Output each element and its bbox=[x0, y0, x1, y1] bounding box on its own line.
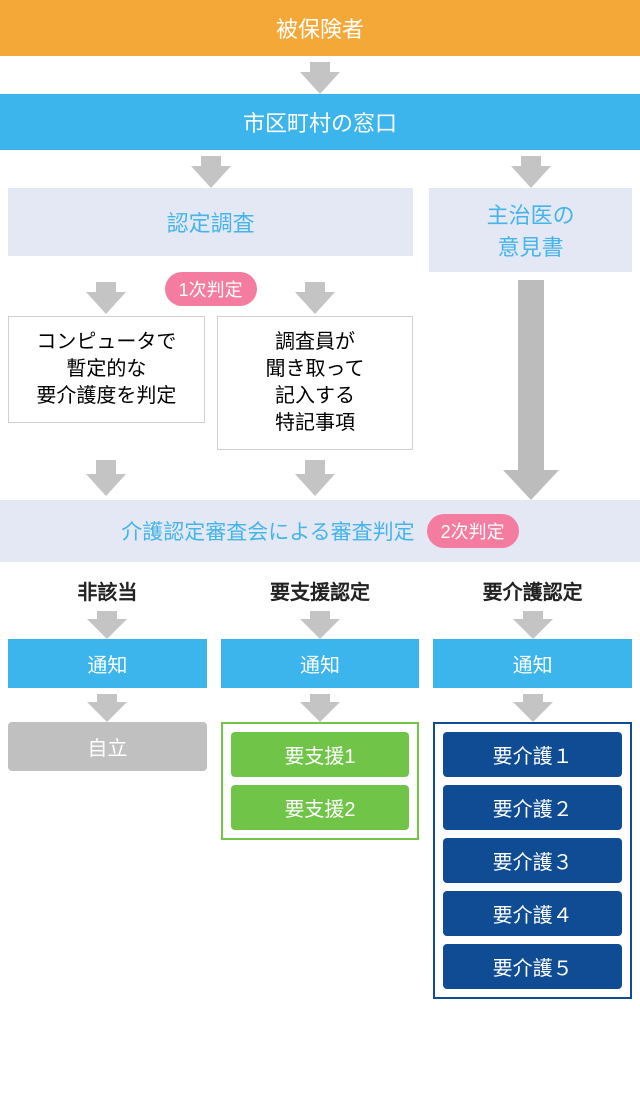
arrow-down-icon bbox=[295, 276, 335, 314]
arrow-down-icon bbox=[295, 454, 335, 496]
review-label: 介護認定審査会による審査判定 bbox=[121, 516, 414, 546]
arrow-down-icon bbox=[87, 605, 127, 639]
computer-box: コンピュータで 暫定的な 要介護度を判定 bbox=[8, 316, 205, 423]
arrow-down-icon bbox=[513, 688, 553, 722]
result-none: 自立 bbox=[8, 722, 207, 771]
cat-none-label: 非該当 bbox=[77, 576, 137, 605]
care-level-item: 要介護５ bbox=[443, 944, 622, 989]
review-bar: 介護認定審査会による審査判定 2次判定 bbox=[0, 500, 640, 562]
support-level-item: 要支援1 bbox=[231, 732, 410, 777]
arrow-down-icon bbox=[511, 150, 551, 188]
notify-box-care: 通知 bbox=[433, 639, 632, 688]
primary-badge: 1次判定 bbox=[165, 272, 257, 306]
cat-care-label: 要介護認定 bbox=[483, 576, 583, 605]
cat-support-label: 要支援認定 bbox=[270, 576, 370, 605]
arrow-down-icon bbox=[300, 605, 340, 639]
doctor-opinion-line2: 意見書 bbox=[498, 235, 564, 260]
care-level-item: 要介護４ bbox=[443, 891, 622, 936]
doctor-opinion-line1: 主治医の bbox=[487, 203, 575, 228]
arrow-down-icon bbox=[191, 150, 231, 188]
arrow-down-icon bbox=[300, 688, 340, 722]
long-arrow-down-icon bbox=[503, 272, 559, 500]
care-level-item: 要介護２ bbox=[443, 785, 622, 830]
arrow-down-icon bbox=[86, 276, 126, 314]
care-level-item: 要介護３ bbox=[443, 838, 622, 883]
office-bar: 市区町村の窓口 bbox=[0, 94, 640, 150]
interview-box: 調査員が 聞き取って 記入する 特記事項 bbox=[217, 316, 414, 450]
arrow-down-icon bbox=[87, 688, 127, 722]
doctor-opinion-box: 主治医の 意見書 bbox=[429, 188, 632, 272]
arrow-down-icon bbox=[513, 605, 553, 639]
survey-box: 認定調査 bbox=[8, 188, 413, 256]
insured-bar: 被保険者 bbox=[0, 0, 640, 56]
secondary-badge: 2次判定 bbox=[427, 514, 519, 548]
arrow-down-icon bbox=[86, 454, 126, 496]
arrow-down-icon bbox=[0, 56, 640, 94]
support-results-frame: 要支援1 要支援2 bbox=[221, 722, 420, 840]
care-results-frame: 要介護１ 要介護２ 要介護３ 要介護４ 要介護５ bbox=[433, 722, 632, 999]
care-level-item: 要介護１ bbox=[443, 732, 622, 777]
notify-box-none: 通知 bbox=[8, 639, 207, 688]
support-level-item: 要支援2 bbox=[231, 785, 410, 830]
notify-box-support: 通知 bbox=[221, 639, 420, 688]
